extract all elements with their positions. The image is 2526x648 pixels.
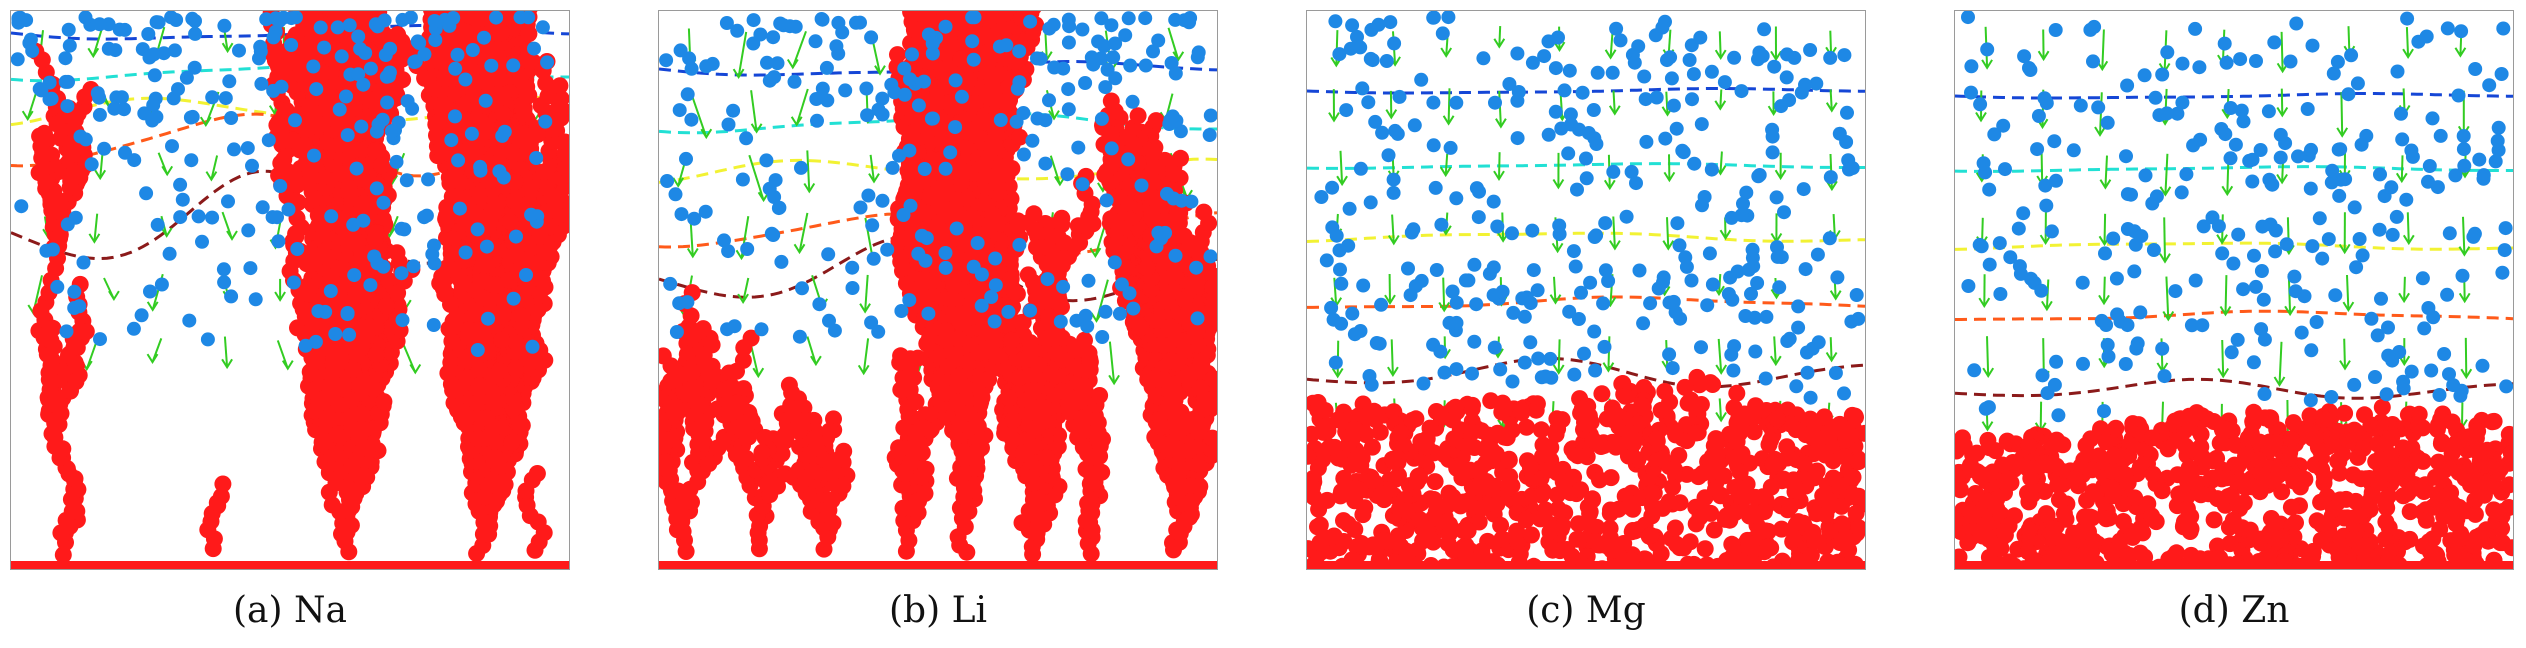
arrow-head (148, 354, 158, 362)
deposit-particle (287, 54, 304, 71)
deposit-particle (389, 244, 406, 261)
deposit-particle (340, 179, 357, 196)
panel-na (10, 10, 570, 570)
deposit-particle (373, 157, 390, 174)
deposit-particle (31, 128, 48, 145)
simulation-na (11, 11, 569, 569)
arrow-head (148, 302, 158, 310)
deposit-particle (68, 358, 85, 375)
arrow-head (109, 291, 119, 299)
electrode-substrate (11, 561, 569, 569)
deposit-particle (44, 320, 61, 337)
deposit-particle (293, 219, 310, 236)
deposit-particle (73, 322, 90, 339)
arrow-head (162, 166, 172, 174)
deposit-particle (378, 297, 395, 314)
deposit-particle (362, 195, 379, 212)
arrow-head (88, 48, 98, 56)
arrow-head (227, 231, 237, 239)
deposit-particle (37, 174, 54, 191)
arrow-head (410, 365, 420, 373)
deposit-particle (367, 142, 384, 159)
deposit-particle (368, 224, 385, 241)
arrow-head (23, 111, 33, 119)
deposit-particle (63, 167, 80, 184)
arrow-head (283, 361, 293, 369)
